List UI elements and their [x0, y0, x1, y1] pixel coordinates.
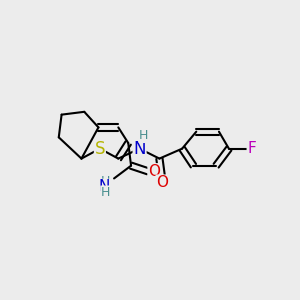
Text: O: O — [156, 175, 168, 190]
Text: N: N — [133, 140, 146, 158]
Text: H: H — [101, 175, 110, 188]
Text: S: S — [94, 140, 105, 158]
Text: O: O — [148, 164, 160, 179]
Text: N: N — [98, 179, 110, 194]
Text: F: F — [247, 141, 256, 156]
Text: H: H — [101, 186, 110, 199]
Text: H: H — [139, 129, 148, 142]
